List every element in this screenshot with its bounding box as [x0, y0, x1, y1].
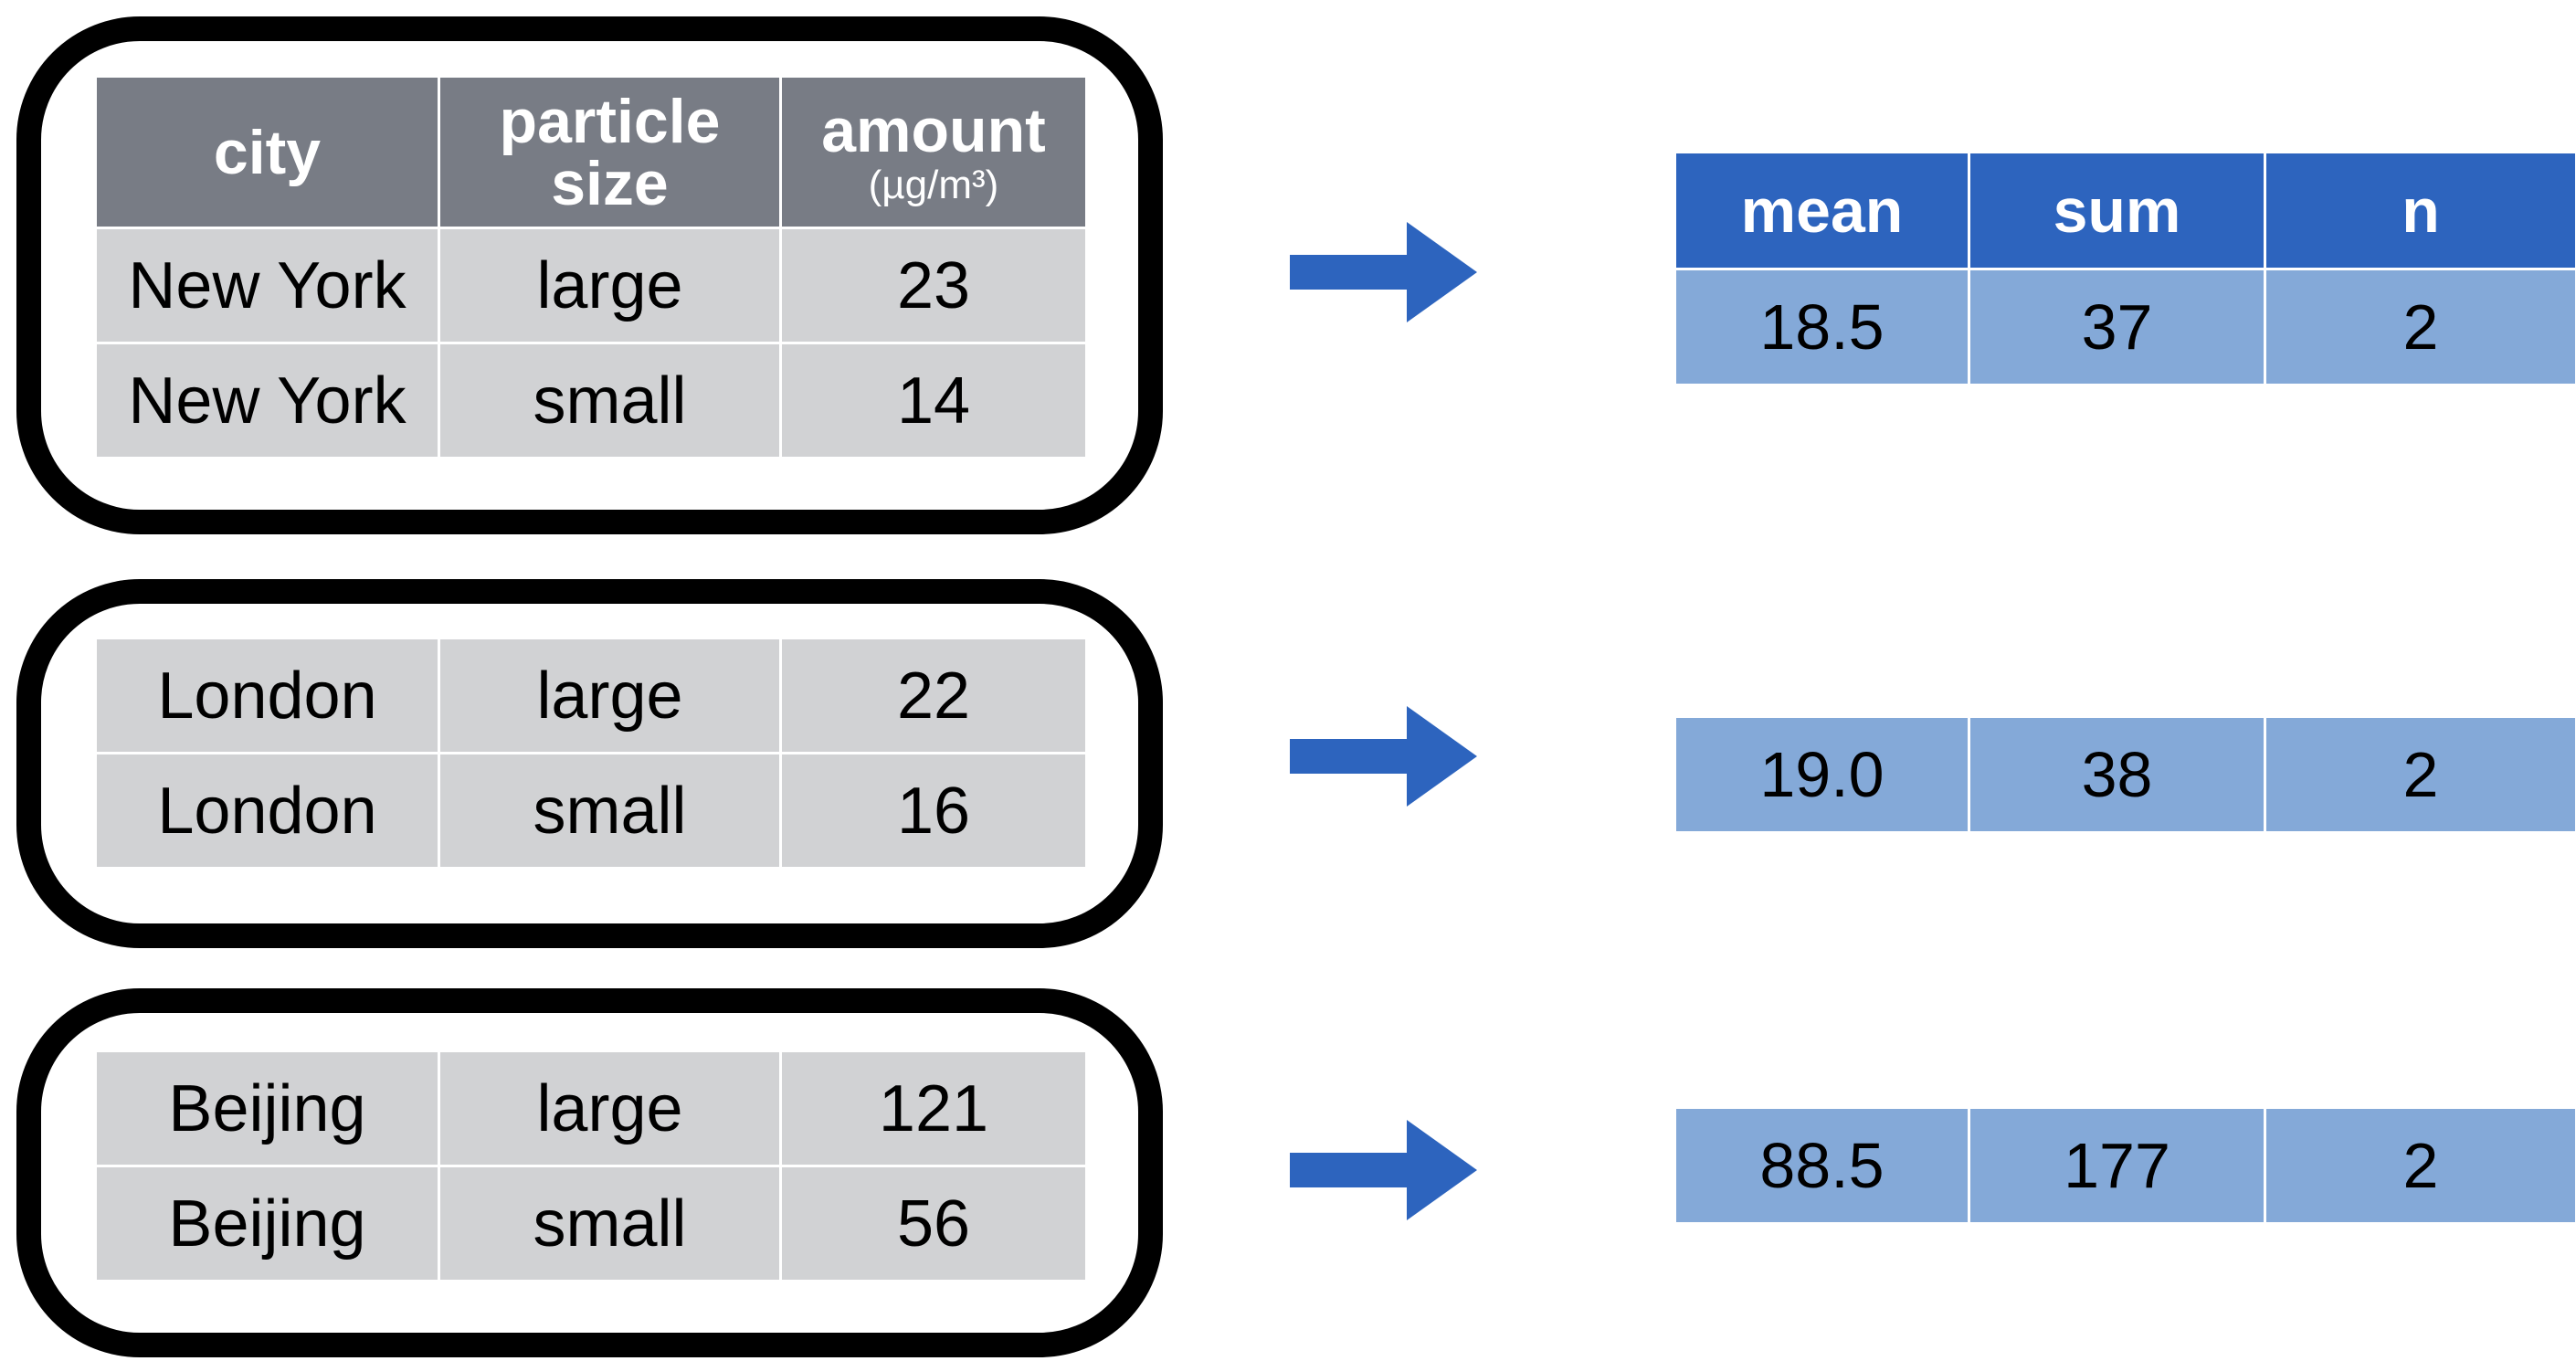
cell-amount: 14 [782, 344, 1085, 459]
input-table-beijing: Beijing large 121 Beijing small 56 [97, 1052, 1085, 1282]
cell-city: New York [97, 229, 440, 344]
cell-size: large [440, 229, 782, 344]
amount-unit: (µg/m³) [868, 162, 999, 207]
cell-city: Beijing [97, 1052, 440, 1167]
cell-amount: 23 [782, 229, 1085, 344]
cell-mean: 18.5 [1676, 270, 1970, 386]
summary-table-new-york: mean sum n 18.5 37 2 [1676, 153, 2575, 386]
header-n: n [2266, 153, 2575, 270]
header-sum: sum [1970, 153, 2266, 270]
cell-amount: 56 [782, 1167, 1085, 1282]
cell-size: small [440, 344, 782, 459]
cell-city: London [97, 754, 440, 870]
right-arrow-icon [1290, 1120, 1477, 1220]
cell-n: 2 [2266, 270, 2575, 386]
summary-table-london: 19.0 38 2 [1676, 718, 2575, 834]
cell-sum: 177 [1970, 1109, 2266, 1225]
cell-mean: 19.0 [1676, 718, 1970, 834]
cell-city: Beijing [97, 1167, 440, 1282]
cell-n: 2 [2266, 718, 2575, 834]
right-arrow-icon [1290, 222, 1477, 322]
cell-size: large [440, 639, 782, 754]
cell-mean: 88.5 [1676, 1109, 1970, 1225]
cell-sum: 37 [1970, 270, 2266, 386]
cell-amount: 22 [782, 639, 1085, 754]
header-mean: mean [1676, 153, 1970, 270]
input-table-london: London large 22 London small 16 [97, 639, 1085, 870]
right-arrow-icon [1290, 706, 1477, 807]
cell-n: 2 [2266, 1109, 2575, 1225]
cell-amount: 16 [782, 754, 1085, 870]
cell-size: small [440, 754, 782, 870]
cell-city: New York [97, 344, 440, 459]
cell-size: large [440, 1052, 782, 1167]
header-city: city [97, 78, 440, 229]
summary-table-beijing: 88.5 177 2 [1676, 1109, 2575, 1225]
cell-size: small [440, 1167, 782, 1282]
cell-city: London [97, 639, 440, 754]
header-particle-size: particle size [440, 78, 782, 229]
cell-amount: 121 [782, 1052, 1085, 1167]
cell-sum: 38 [1970, 718, 2266, 834]
input-table-new-york: city particle size amount (µg/m³) New Yo… [97, 78, 1085, 459]
header-amount: amount (µg/m³) [782, 78, 1085, 229]
